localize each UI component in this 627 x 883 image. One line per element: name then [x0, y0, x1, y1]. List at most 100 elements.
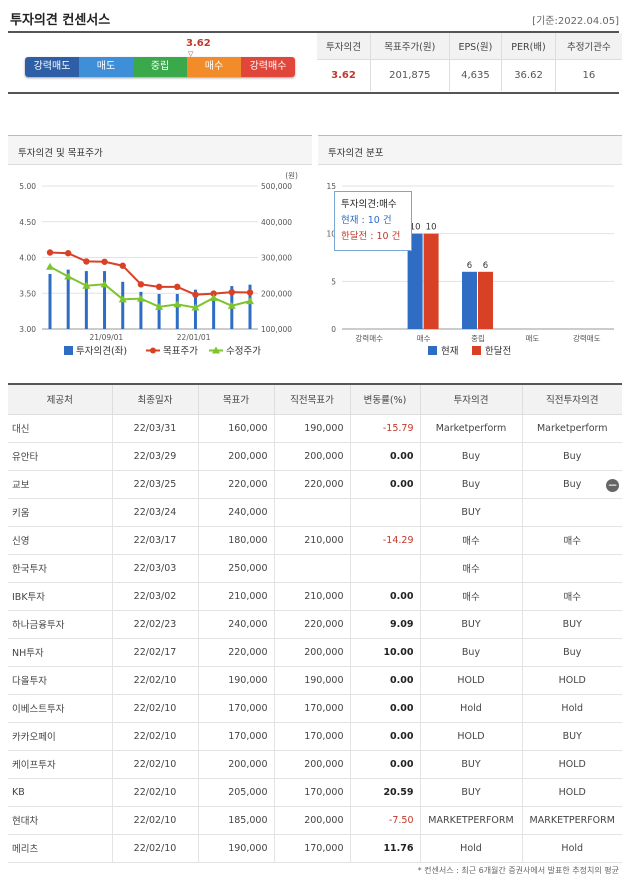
- opinion-bar: [139, 291, 143, 329]
- col-opinion: 투자의견: [420, 383, 523, 415]
- cell-date: 22/03/17: [112, 526, 199, 555]
- y-right-unit: (원): [285, 171, 298, 180]
- legend-opinion-label: 투자의견(좌): [76, 345, 127, 357]
- month-ago-bar: [478, 271, 493, 329]
- cell-change: 0.00: [350, 750, 421, 779]
- table-row: 키움 22/03/24 240,000 BUY: [8, 498, 622, 527]
- tooltip-title: 투자의견:매수: [341, 199, 397, 210]
- y-right-tick-label: 400,000: [261, 218, 292, 227]
- summary-header-opinion: 투자의견: [317, 33, 371, 60]
- legend-month-ago-swatch: [472, 346, 481, 355]
- close-price-point: [173, 300, 182, 308]
- opinion-bar: [66, 269, 70, 329]
- cell-change: [350, 554, 421, 583]
- cell-opinion: BUY: [420, 610, 523, 639]
- table-row: 이베스트투자 22/02/10 170,000 170,000 0.00 Hold Hold: [8, 694, 622, 723]
- cell-prev-opinion: Hold: [522, 694, 622, 723]
- cell-prev-opinion: HOLD: [522, 666, 622, 695]
- x-tick-label: 매도: [525, 334, 539, 343]
- legend-current-swatch: [428, 346, 437, 355]
- cell-target: 205,000: [198, 778, 275, 807]
- target-price-point: [101, 258, 108, 265]
- cell-broker: 유안타: [8, 442, 113, 471]
- cell-change: 10.00: [350, 638, 421, 667]
- close-price-line: [49, 265, 251, 309]
- cell-opinion: BUY: [420, 750, 523, 779]
- collapse-button[interactable]: −: [606, 478, 619, 492]
- cell-target: 190,000: [198, 666, 275, 695]
- cell-target: 170,000: [198, 722, 275, 751]
- table-row: 케이프투자 22/02/10 200,000 200,000 0.00 BUY HOLD: [8, 750, 622, 779]
- cell-opinion: Buy: [420, 638, 523, 667]
- cell-broker: 카카오페이: [8, 722, 113, 751]
- opinion-distribution-panel: 투자의견 분포: [318, 135, 622, 165]
- cell-change: 0.00: [350, 442, 421, 471]
- cell-target: 220,000: [198, 638, 275, 667]
- col-target: 목표가: [198, 383, 275, 415]
- x-tick-label: 중립: [471, 334, 485, 343]
- cell-prev-opinion: HOLD: [522, 778, 622, 807]
- summary-count-value: 16: [582, 69, 596, 81]
- table-row: 카카오페이 22/02/10 170,000 170,000 0.00 HOLD BUY: [8, 722, 622, 751]
- cell-prev-target: 220,000: [274, 610, 351, 639]
- target-price-point: [137, 281, 145, 288]
- cell-broker: 케이프투자: [8, 750, 113, 779]
- table-row: 교보 22/03/25 220,000 220,000 0.00 Buy Buy: [8, 470, 622, 499]
- cell-target: 185,000: [198, 806, 275, 835]
- bar-data-label: 6: [467, 261, 472, 271]
- cell-date: 22/02/10: [112, 694, 199, 723]
- cell-date: 22/03/03: [112, 554, 199, 583]
- cell-prev-target: 220,000: [274, 470, 351, 499]
- cell-prev-opinion: 매수: [522, 582, 622, 611]
- cell-opinion: BUY: [420, 498, 523, 527]
- cell-broker: 교보: [8, 470, 113, 499]
- close-price-point: [209, 293, 218, 301]
- close-price-point: [100, 280, 109, 288]
- cell-prev-target: 190,000: [274, 666, 351, 695]
- close-price-point: [191, 303, 200, 311]
- y-left-tick-label: 5.00: [19, 182, 36, 191]
- legend-opinion-swatch: [64, 346, 73, 355]
- y-right-tick-label: 300,000: [261, 254, 292, 263]
- opinion-bar: [121, 281, 125, 329]
- cell-target: 200,000: [198, 750, 275, 779]
- close-price-point: [155, 302, 164, 310]
- target-price-point: [174, 283, 181, 291]
- table-row: 대신 22/03/31 160,000 190,000 -15.79 Marketperf…: [8, 414, 622, 443]
- bar-data-label: 10: [410, 223, 421, 233]
- cell-target: 240,000: [198, 498, 275, 527]
- cell-prev-opinion: Buy: [522, 638, 622, 667]
- legend-current-label: 현재: [441, 346, 458, 357]
- cell-prev-opinion: Hold: [522, 834, 622, 863]
- opinion-price-chart: 5.00 4.50 4.00 3.50 3.00 500,000 400,000 300,00…: [19, 171, 298, 357]
- x-tick-label: 매수: [417, 334, 431, 343]
- cell-target: 210,000: [198, 582, 275, 611]
- cell-date: 22/02/10: [112, 778, 199, 807]
- cell-opinion: BUY: [420, 778, 523, 807]
- cell-opinion: HOLD: [420, 666, 523, 695]
- cell-prev-target: 190,000: [274, 414, 351, 443]
- cell-prev-opinion: Buy: [522, 442, 622, 471]
- close-price-point: [118, 295, 127, 303]
- cell-prev-target: 200,000: [274, 638, 351, 667]
- cell-opinion: 매수: [420, 582, 523, 611]
- reference-date: [기준:2022.04.05]: [532, 16, 619, 27]
- cell-prev-target: [274, 498, 351, 527]
- cell-change: -15.79: [350, 414, 421, 443]
- cell-prev-target: 170,000: [274, 778, 351, 807]
- cell-target: 220,000: [198, 470, 275, 499]
- target-price-point: [210, 290, 217, 297]
- y-right-tick-label: 500,000: [261, 182, 292, 191]
- opinion-distribution-panel-title: 투자의견 분포: [318, 135, 622, 165]
- table-row: KB 22/02/10 205,000 170,000 20.59 BUY HOLD: [8, 778, 622, 807]
- bar-data-label: 10: [426, 223, 437, 233]
- footnote: * 컨센서스 : 최근 6개월간 증권사에서 발표한 추정치의 평균: [417, 866, 619, 875]
- gauge-segment-strong-buy: 강력매수: [241, 57, 295, 77]
- cell-change: 11.76: [350, 834, 421, 863]
- legend-price-marker: [212, 346, 220, 354]
- cell-opinion: 매수: [420, 526, 523, 555]
- cell-prev-opinion: Buy: [522, 470, 622, 499]
- cell-change: 9.09: [350, 610, 421, 639]
- summary-divider: [8, 92, 619, 94]
